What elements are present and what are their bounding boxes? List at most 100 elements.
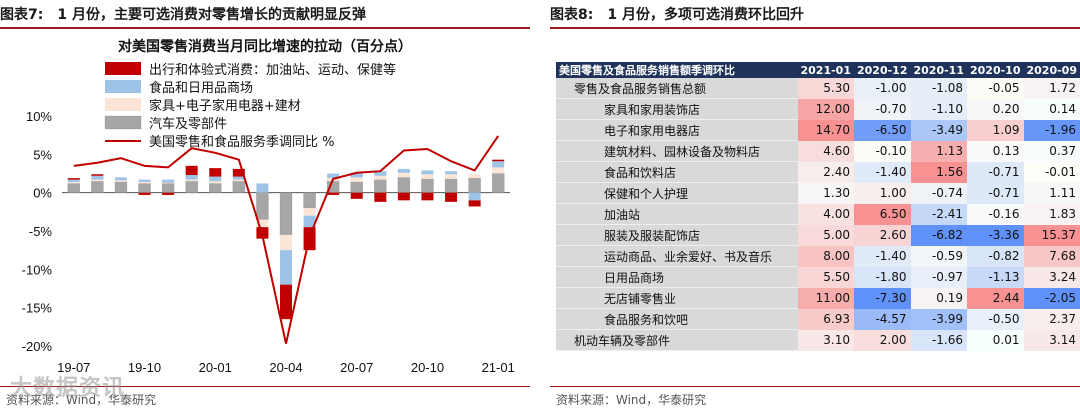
table-row: 电子和家用电器店 14.70 -6.50 -3.49 1.09 -1.96	[556, 119, 1080, 141]
table-body: 零售及食品服务销售总额 5.30 -1.00 -1.08 -0.05 1.72 家具和家用装…	[556, 78, 1080, 351]
bar-3-20-02	[232, 180, 246, 193]
bar-2-20-08	[374, 175, 387, 180]
table-cell: -3.99	[910, 308, 967, 330]
table-row: 日用品商场 5.50 -1.80 -0.97 -1.13 3.24	[556, 266, 1080, 288]
table-cell: -3.49	[910, 119, 967, 141]
bar-1-20-04	[280, 250, 292, 285]
bar-0-19-08	[91, 174, 104, 176]
table-cell: -0.05	[967, 78, 1024, 99]
table-row: 机动车辆及零部件 3.10 2.00 -1.66 0.01 3.14	[556, 329, 1080, 351]
table-cell: -6.50	[854, 119, 911, 141]
table-cell: 1.13	[910, 140, 967, 162]
table-cell: -0.70	[854, 98, 911, 120]
stacked-bar-line-chart: 10% 5% 0% -5% -10% -15% -20% 19-07 19-10 20-01 20-…	[22, 62, 515, 375]
table-cell: -0.82	[967, 245, 1024, 267]
bar-1-19-12	[185, 175, 198, 180]
bar-3-19-12	[185, 180, 198, 193]
watermark: 大数据资讯	[10, 376, 126, 401]
table-cell: 5.30	[797, 78, 854, 99]
bar-0-20-07	[350, 192, 363, 199]
right-figure-label: 图表8:	[550, 7, 594, 23]
bar-2-19-07	[67, 181, 80, 184]
table-cell: 5.00	[797, 224, 854, 246]
table-cell: 7.68	[1023, 245, 1080, 267]
bar-2-19-09	[114, 180, 127, 182]
table-cell: 0.19	[910, 287, 967, 309]
bar-3-20-04	[279, 192, 293, 236]
table-cell: 1.56	[910, 161, 967, 183]
bar-3-19-11	[161, 183, 175, 193]
x-tick-label: 19-10	[128, 360, 161, 375]
bar-1-20-03	[256, 183, 269, 193]
right-panel: 图表8: 1 月份，多项可选消费环比回升 美国零售及食品服务销售额季调环比 2021…	[550, 0, 1080, 409]
table-cell: 1.00	[854, 182, 911, 204]
bar-3-20-07	[350, 181, 363, 193]
table-cell: 14.70	[797, 119, 854, 141]
bar-0-19-07	[67, 178, 80, 180]
bar-3-20-05	[303, 192, 316, 209]
table-cell: -0.97	[910, 266, 967, 288]
bar-2-19-11	[162, 182, 175, 184]
table-cell: -1.40	[854, 161, 911, 183]
legend-swatch	[105, 98, 141, 111]
table-header-row: 美国零售及食品服务销售额季调环比 2021-01 2020-12 2020-11 202…	[556, 62, 1080, 78]
row-label: 机动车辆及零部件	[556, 329, 798, 351]
table-cell: -0.01	[1023, 161, 1080, 183]
table-cell: -1.00	[854, 78, 911, 99]
table-header-date: 2020-11	[910, 62, 967, 78]
table-cell: 2.60	[854, 224, 911, 246]
bar-0-19-11	[162, 192, 175, 195]
bar-1-19-09	[114, 177, 127, 181]
row-label: 食品和饮料店	[556, 161, 798, 183]
row-label: 电子和家用电器店	[556, 119, 798, 141]
bar-1-20-11	[445, 171, 458, 175]
table-cell: 3.10	[797, 329, 854, 351]
y-tick-label: -15%	[22, 301, 53, 316]
table-row: 加油站 4.00 6.50 -2.41 -0.16 1.83	[556, 203, 1080, 225]
bar-2-19-10	[138, 181, 151, 184]
table-cell: -1.66	[910, 329, 967, 351]
legend-label: 美国零售和食品服务季调同比 %	[149, 134, 335, 150]
table-cell: -0.10	[854, 140, 911, 162]
bar-3-19-07	[67, 183, 81, 193]
bar-2-20-02	[232, 179, 245, 182]
bar-3-20-09	[397, 177, 411, 193]
table-row: 保健和个人护理 1.30 1.00 -0.74 -0.71 1.11	[556, 182, 1080, 204]
table-header-date: 2020-09	[1023, 62, 1080, 78]
table-cell: 1.11	[1023, 182, 1080, 204]
table-cell: -0.16	[967, 203, 1024, 225]
bar-0-21-01	[492, 159, 505, 162]
table-cell: -2.41	[910, 203, 967, 225]
bar-1-20-09	[397, 168, 410, 173]
row-label: 日用品商场	[556, 266, 798, 288]
legend-label: 出行和体验式消费：加油站、运动、保健等	[149, 62, 396, 78]
bar-2-19-08	[91, 179, 104, 182]
bar-3-20-12	[468, 177, 481, 193]
table-row: 无店铺零售业 11.00 -7.30 0.19 2.44 -2.05	[556, 287, 1080, 309]
row-label: 保健和个人护理	[556, 182, 798, 204]
table-row: 食品服务和饮吧 6.93 -4.57 -3.99 -0.50 2.37	[556, 308, 1080, 330]
x-tick-label: 20-10	[411, 360, 444, 375]
left-footer-rule	[0, 386, 530, 387]
row-label: 食品服务和饮吧	[556, 308, 798, 330]
row-label: 服装及服装配饰店	[556, 224, 798, 246]
bar-2-20-09	[397, 172, 410, 178]
y-tick-label: -20%	[22, 339, 53, 354]
legend-label: 家具+电子家用电器+建材	[149, 98, 301, 114]
right-figure-title: 1 月份，多项可选消费环比回升	[607, 7, 804, 23]
left-panel: 图表7: 1 月份，主要可选消费对零售增长的贡献明显反弹 对美国零售消费当月同比增…	[0, 0, 530, 409]
table-row: 服装及服装配饰店 5.00 2.60 -6.82 -3.36 15.37	[556, 224, 1080, 246]
bar-1-20-05	[303, 215, 316, 228]
legend-swatch	[105, 80, 141, 93]
table-cell: -0.50	[967, 308, 1024, 330]
x-tick-label: 20-01	[199, 360, 232, 375]
table-header-name: 美国零售及食品服务销售额季调环比	[556, 62, 798, 78]
bar-1-19-07	[67, 179, 80, 182]
table-cell: 1.09	[967, 119, 1024, 141]
bar-3-19-08	[91, 180, 104, 193]
mom-table: 美国零售及食品服务销售额季调环比 2021-01 2020-12 2020-11 202…	[556, 62, 1080, 351]
row-label: 加油站	[556, 203, 798, 225]
table-cell: -0.74	[910, 182, 967, 204]
y-tick-label: 0%	[33, 186, 52, 201]
line-series-retail-yoy	[73, 135, 500, 344]
